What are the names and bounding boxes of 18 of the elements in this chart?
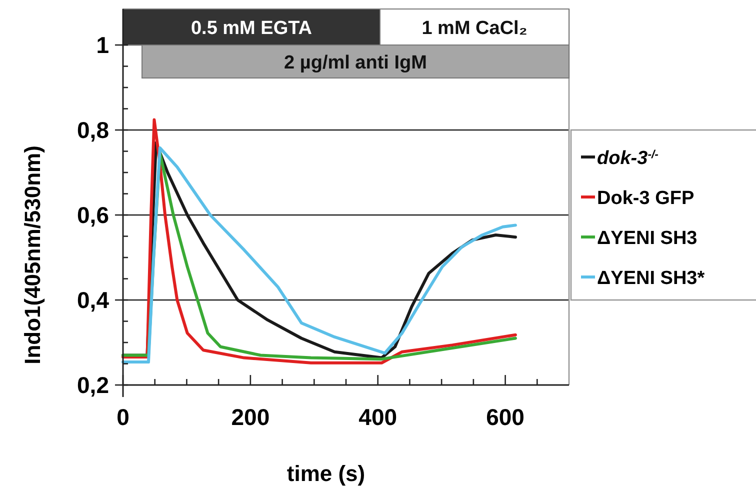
text: 1 mM CaCl₂ xyxy=(422,18,528,39)
y-axis-title: Indo1(405nm/530nm) xyxy=(20,146,45,364)
y-tick-label: 1 xyxy=(96,32,110,58)
y-tick-label: 0,2 xyxy=(77,372,109,398)
x-tick-label: 400 xyxy=(358,404,398,430)
x-tick-label: 0 xyxy=(116,404,130,430)
y-tick-label: 0,6 xyxy=(77,202,109,228)
x-tick-label: 600 xyxy=(486,404,524,430)
legend-label: Dok-3 GFP xyxy=(597,188,694,209)
legend-label: ΔYENI SH3* xyxy=(597,268,706,289)
x-axis-title: time (s) xyxy=(286,461,366,486)
y-tick-label: 0,8 xyxy=(77,117,110,143)
legend-label: ΔYENI SH3 xyxy=(597,228,698,249)
x-tick-label: 200 xyxy=(231,404,270,430)
text: 0.5 mM EGTA xyxy=(190,18,312,39)
annotation: 2 µg/ml anti IgM xyxy=(284,52,427,74)
y-tick-label: 0,4 xyxy=(77,287,110,313)
legend-label: dok-3$^{-/-}$ xyxy=(597,148,659,169)
